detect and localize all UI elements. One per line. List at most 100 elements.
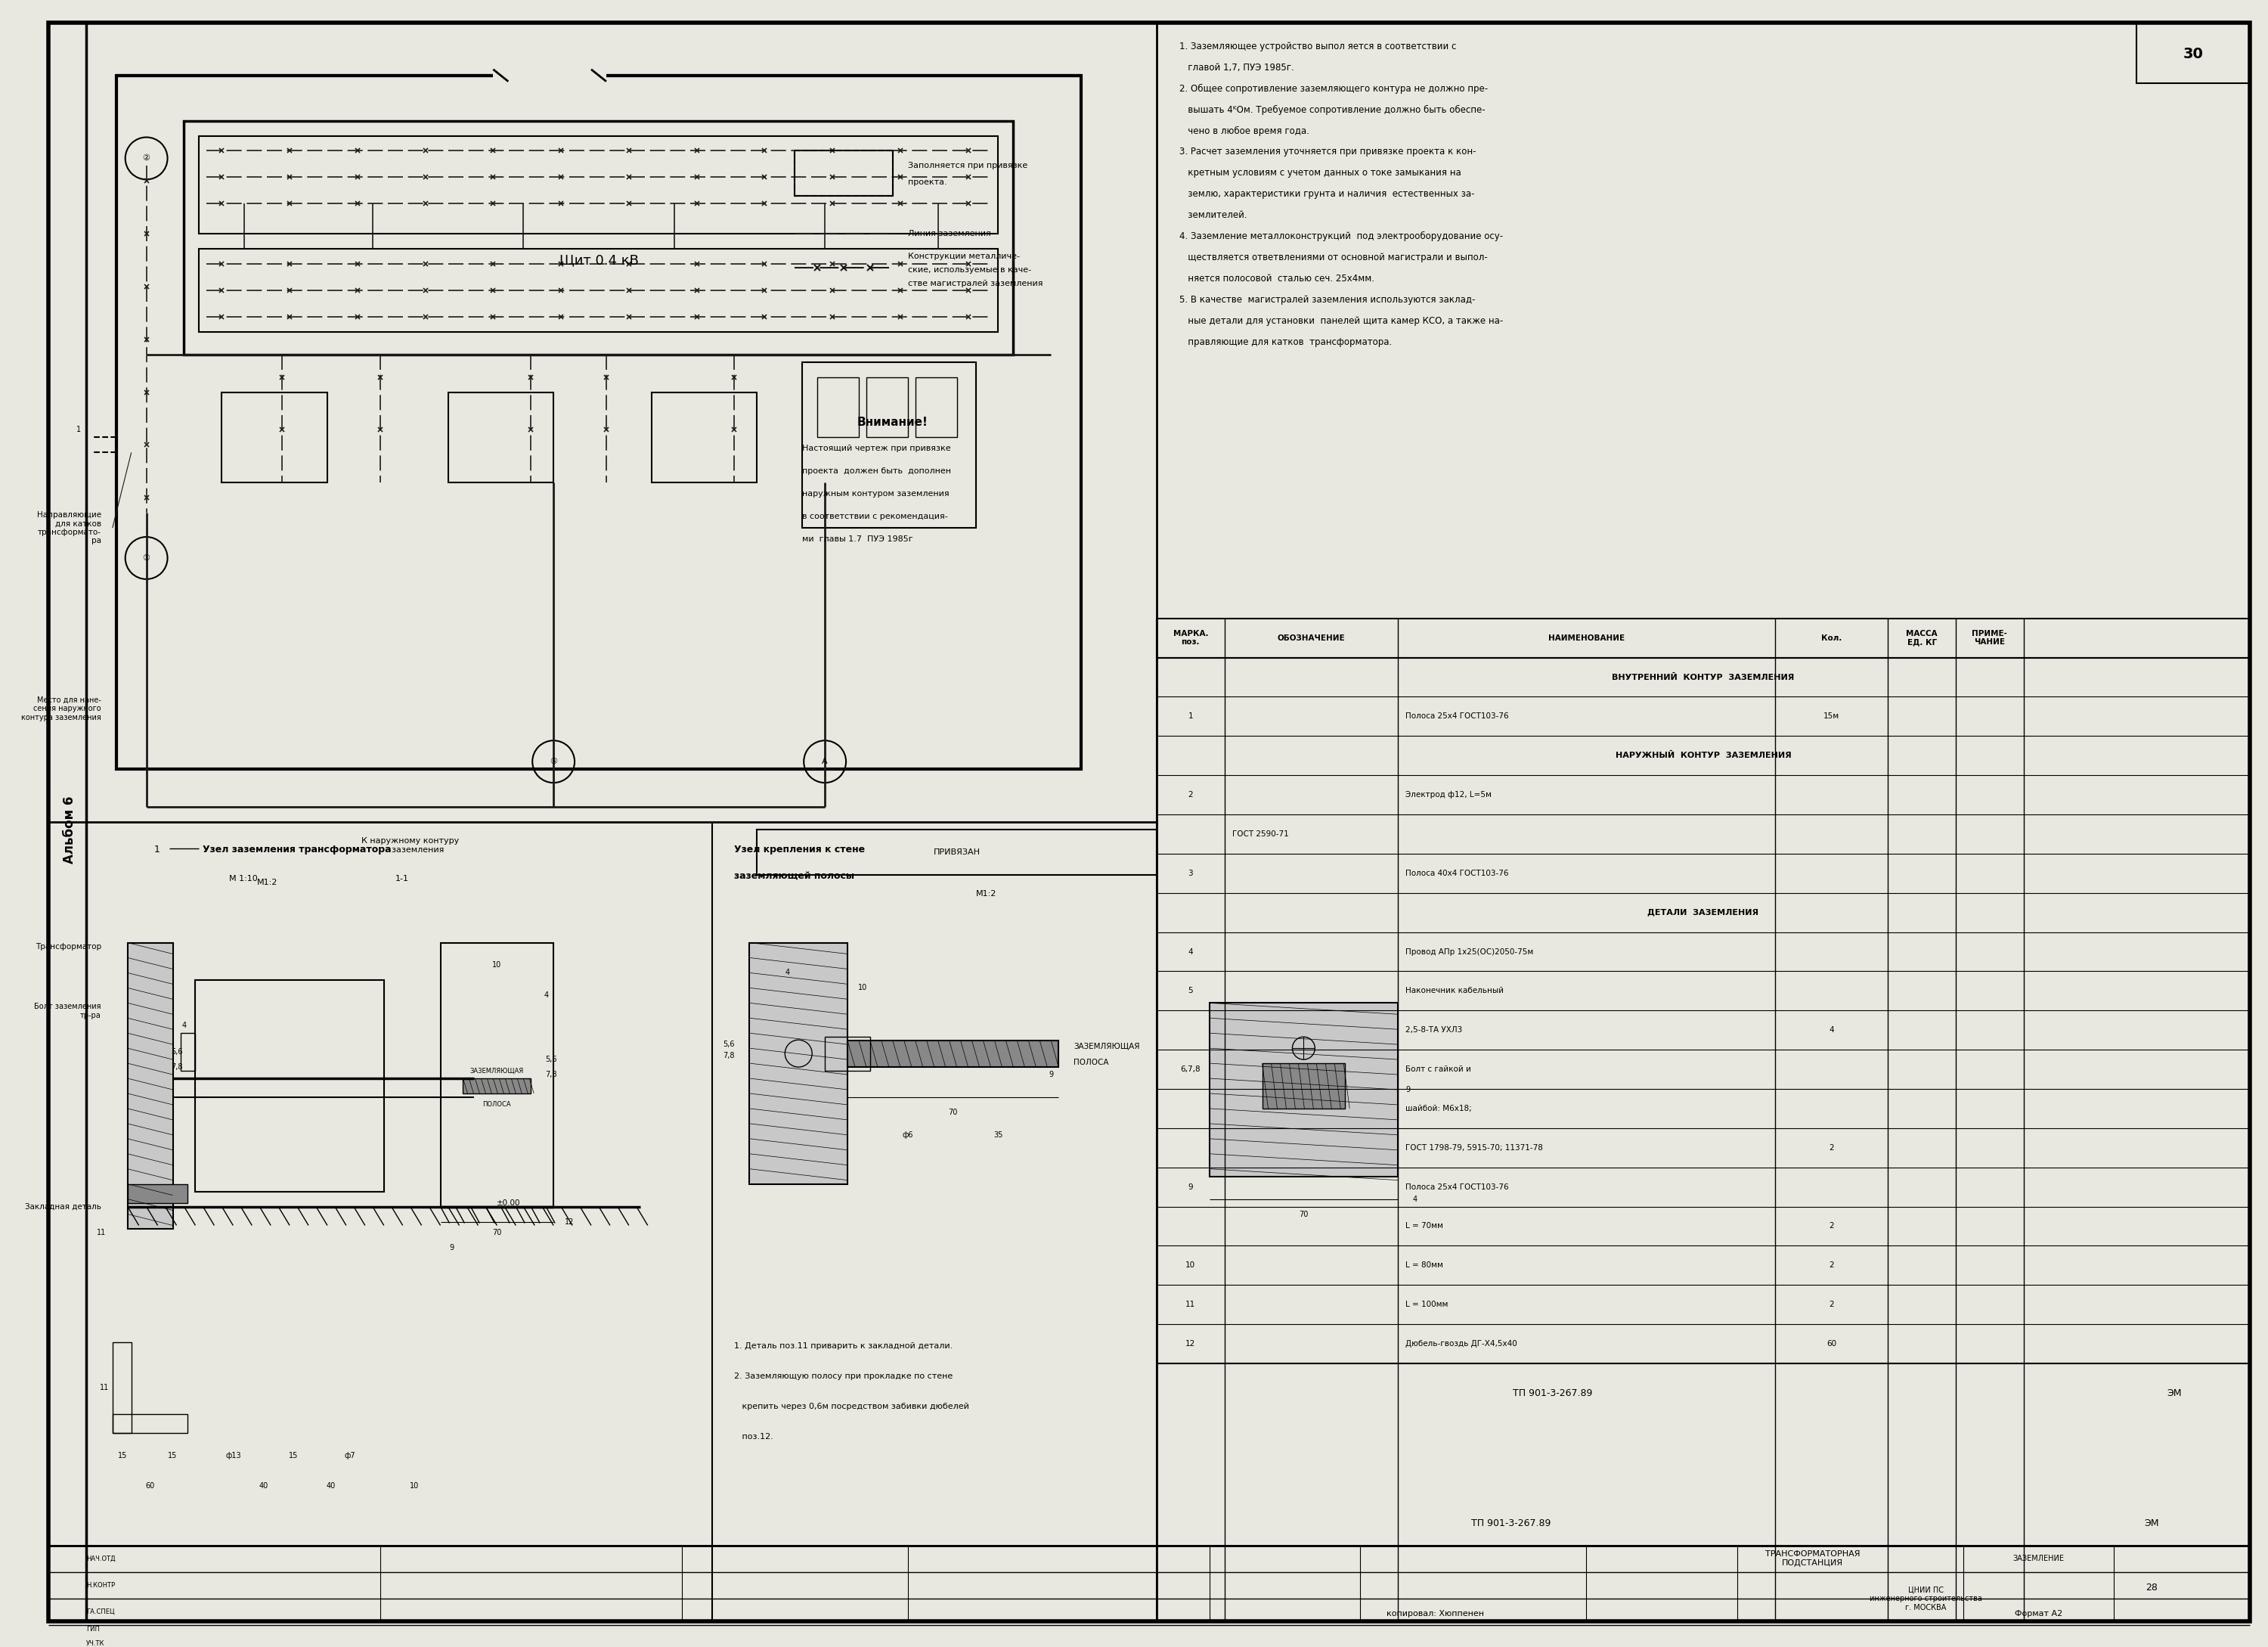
Text: 1: 1: [77, 427, 82, 433]
Text: 40: 40: [259, 1482, 268, 1489]
Text: поз.12.: поз.12.: [735, 1433, 773, 1441]
Text: 10: 10: [1186, 1262, 1195, 1270]
Text: А: А: [821, 758, 828, 766]
Bar: [200, 249, 998, 331]
Text: 7,8: 7,8: [723, 1052, 735, 1059]
Text: L = 80мм: L = 80мм: [1406, 1262, 1442, 1270]
Bar: [848, 1041, 1059, 1067]
Text: М1:2: М1:2: [256, 878, 277, 886]
Text: ДЕТАЛИ  ЗАЗЕМЛЕНИЯ: ДЕТАЛИ ЗАЗЕМЛЕНИЯ: [1647, 909, 1758, 916]
Text: 11: 11: [98, 1229, 107, 1237]
Text: ±0.00: ±0.00: [497, 1199, 522, 1207]
Text: 2: 2: [1828, 1222, 1835, 1230]
Text: 4: 4: [1413, 1196, 1418, 1202]
Text: МАРКА.
поз.: МАРКА. поз.: [1173, 629, 1209, 646]
Text: ф6: ф6: [903, 1131, 914, 1138]
Text: Полоса 40х4 ГОСТ103-76: Полоса 40х4 ГОСТ103-76: [1406, 870, 1508, 878]
Bar: [826, 1038, 871, 1071]
Text: 2: 2: [1828, 1262, 1835, 1270]
Text: правляющие для катков  трансформатора.: правляющие для катков трансформатора.: [1179, 338, 1393, 348]
Text: 15: 15: [168, 1451, 177, 1459]
Text: Кол.: Кол.: [1821, 634, 1842, 642]
Text: Полоса 25х4 ГОСТ103-76: Полоса 25х4 ГОСТ103-76: [1406, 1183, 1508, 1191]
Text: 3. Расчет заземления уточняется при привязке проекта к кон-: 3. Расчет заземления уточняется при прив…: [1179, 147, 1476, 156]
Text: 11: 11: [1186, 1301, 1195, 1308]
Text: ПОЛОСА: ПОЛОСА: [483, 1102, 510, 1108]
Text: чено в любое время года.: чено в любое время года.: [1179, 125, 1309, 135]
Text: Провод АПр 1х25(ОС)2050-75м: Провод АПр 1х25(ОС)2050-75м: [1406, 949, 1533, 955]
Text: 4: 4: [1188, 949, 1193, 955]
Text: ОБОЗНАЧЕНИЕ: ОБОЗНАЧЕНИЕ: [1277, 634, 1345, 642]
Text: 5. В качестве  магистралей заземления используются заклад-: 5. В качестве магистралей заземления исп…: [1179, 295, 1474, 305]
Text: ЗАЗЕМЛЕНИЕ: ЗАЗЕМЛЕНИЕ: [2014, 1555, 2064, 1563]
Bar: [916, 377, 957, 438]
Text: ЭМ: ЭМ: [2146, 1519, 2159, 1528]
Text: 2. Общее сопротивление заземляющего контура не должно пре-: 2. Общее сопротивление заземляющего конт…: [1179, 84, 1488, 94]
Text: НАИМЕНОВАНИЕ: НАИМЕНОВАНИЕ: [1549, 634, 1624, 642]
Text: Дюбель-гвоздь ДГ-Х4,5х40: Дюбель-гвоздь ДГ-Х4,5х40: [1406, 1341, 1517, 1347]
Text: ГОСТ 2590-71: ГОСТ 2590-71: [1232, 830, 1288, 838]
Text: Формат А2: Формат А2: [2014, 1611, 2062, 1617]
Bar: [48, 1547, 2250, 1621]
Text: ЭМ: ЭМ: [2166, 1388, 2182, 1398]
Text: кретным условиям с учетом данных о токе замыкания на: кретным условиям с учетом данных о токе …: [1179, 168, 1461, 178]
Text: НАЧ.ОТД: НАЧ.ОТД: [86, 1555, 116, 1561]
Text: ГОСТ 1798-79, 5915-70; 11371-78: ГОСТ 1798-79, 5915-70; 11371-78: [1406, 1145, 1542, 1151]
Text: L = 70мм: L = 70мм: [1406, 1222, 1442, 1230]
Text: Заполняется при привязке: Заполняется при привязке: [907, 161, 1027, 170]
Text: УЧ.ТК: УЧ.ТК: [86, 1640, 104, 1647]
Text: 9: 9: [1188, 1183, 1193, 1191]
Text: 15: 15: [288, 1451, 297, 1459]
Text: ЦНИИ ПС
инженерного строительства
г. МОСКВА: ЦНИИ ПС инженерного строительства г. МОС…: [1869, 1586, 1982, 1611]
Text: ①: ①: [143, 555, 150, 562]
Text: 5: 5: [1188, 987, 1193, 995]
Bar: [113, 1342, 132, 1433]
Text: землю, характеристики грунта и наличия  естественных за-: землю, характеристики грунта и наличия е…: [1179, 189, 1474, 199]
Bar: [222, 392, 327, 483]
Text: 4: 4: [181, 1021, 186, 1029]
Text: землителей.: землителей.: [1179, 211, 1247, 221]
Bar: [127, 1184, 188, 1202]
Bar: [816, 377, 860, 438]
Text: вышать 4ᴷОм. Требуемое сопротивление должно быть обеспе-: вышать 4ᴷОм. Требуемое сопротивление дол…: [1179, 105, 1486, 115]
Text: М1:2: М1:2: [975, 889, 996, 898]
Text: 4. Заземление металлоконструкций  под электрооборудование осу-: 4. Заземление металлоконструкций под эле…: [1179, 232, 1504, 242]
Bar: [184, 120, 1014, 354]
Text: 7,8: 7,8: [170, 1064, 181, 1071]
Text: наружным контуром заземления: наружным контуром заземления: [803, 491, 950, 497]
Bar: [181, 1033, 195, 1071]
Text: 5,6: 5,6: [170, 1047, 181, 1056]
Bar: [2136, 23, 2250, 82]
Text: М 1:10: М 1:10: [229, 875, 259, 883]
Text: 10: 10: [857, 985, 866, 991]
Text: ТП 901-3-267.89: ТП 901-3-267.89: [1472, 1519, 1551, 1528]
Text: крепить через 0,6м посредством забивки дюбелей: крепить через 0,6м посредством забивки д…: [735, 1403, 968, 1410]
Text: L = 100мм: L = 100мм: [1406, 1301, 1447, 1308]
Text: 6,7,8: 6,7,8: [1179, 1066, 1200, 1074]
Text: ⑥: ⑥: [549, 758, 558, 766]
Bar: [803, 362, 975, 529]
Text: 11: 11: [100, 1383, 109, 1392]
Text: 30: 30: [2184, 48, 2204, 61]
Text: ②: ②: [143, 155, 150, 161]
Text: копировал: Хюппенен: копировал: Хюппенен: [1386, 1611, 1483, 1617]
Bar: [1209, 1003, 1397, 1176]
Bar: [200, 135, 998, 234]
Bar: [794, 152, 894, 196]
Text: Полоса 25х4 ГОСТ103-76: Полоса 25х4 ГОСТ103-76: [1406, 713, 1508, 720]
Text: 1-1: 1-1: [395, 875, 408, 883]
Text: Место для нане-
сения наружного
контура заземления: Место для нане- сения наружного контура …: [20, 697, 102, 721]
Bar: [758, 830, 1157, 875]
Text: ГА.СПЕЦ: ГА.СПЕЦ: [86, 1607, 113, 1616]
Text: стве магистралей заземления: стве магистралей заземления: [907, 280, 1043, 287]
Text: 12: 12: [1186, 1341, 1195, 1347]
Bar: [195, 980, 383, 1191]
Bar: [113, 1413, 188, 1433]
Text: в соответствии с рекомендация-: в соответствии с рекомендация-: [803, 512, 948, 520]
Text: 12: 12: [565, 1217, 574, 1225]
Text: ф7: ф7: [345, 1451, 356, 1459]
Text: няется полосовой  сталью сеч. 25х4мм.: няется полосовой сталью сеч. 25х4мм.: [1179, 273, 1374, 283]
Text: Узел заземления трансформатора: Узел заземления трансформатора: [202, 845, 392, 855]
Text: 2,5-8-ТА УХЛ3: 2,5-8-ТА УХЛ3: [1406, 1026, 1463, 1034]
Text: 35: 35: [993, 1131, 1002, 1138]
